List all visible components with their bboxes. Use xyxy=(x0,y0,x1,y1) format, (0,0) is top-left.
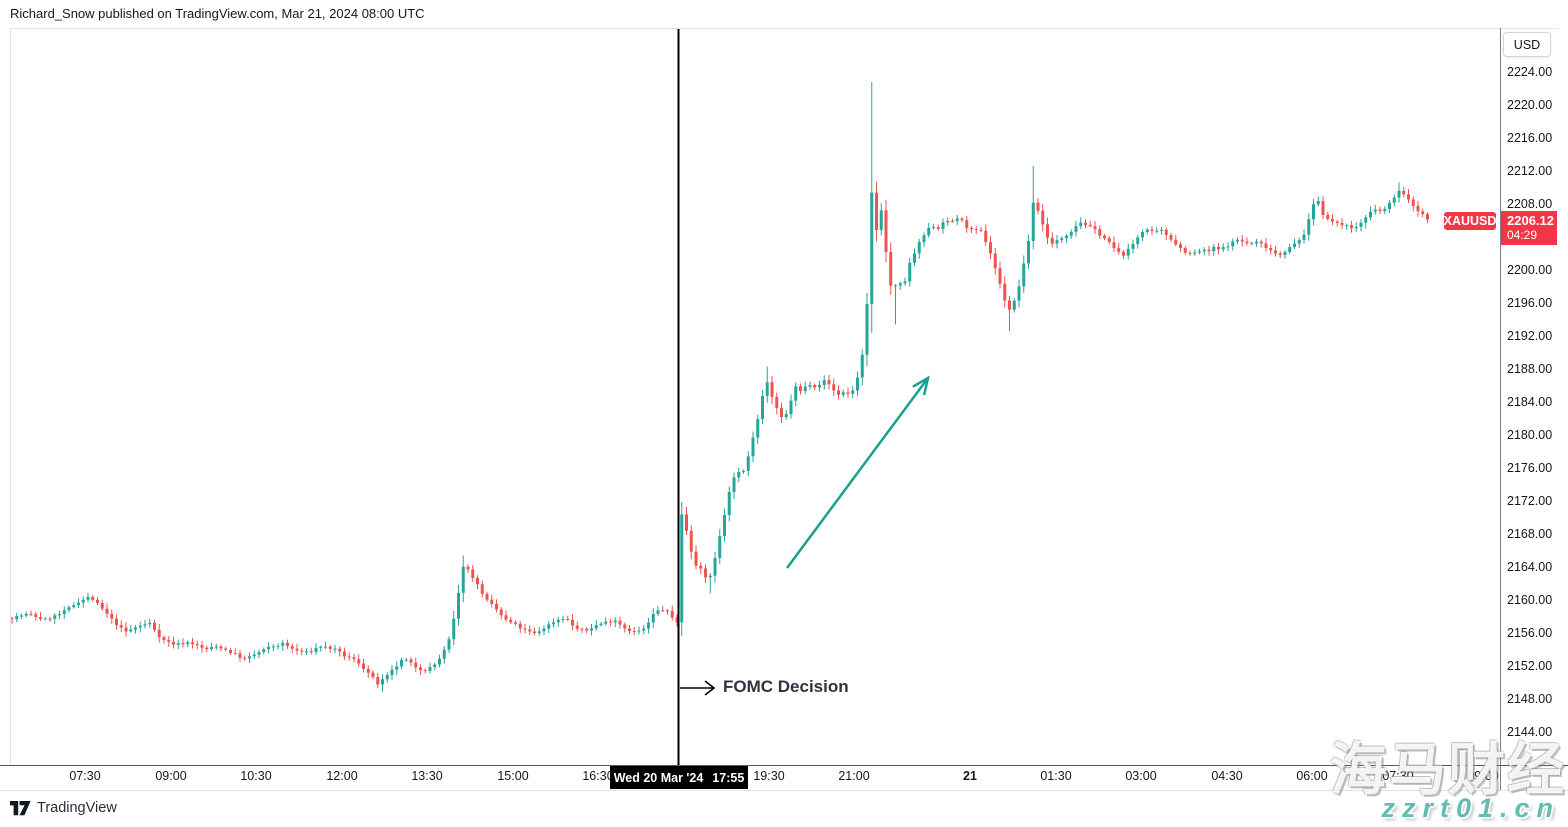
price-tick: 2216.00 xyxy=(1507,131,1553,145)
price-tick: 2196.00 xyxy=(1507,296,1553,310)
price-tick: 2220.00 xyxy=(1507,98,1553,112)
price-tick: 2148.00 xyxy=(1507,692,1553,706)
tradingview-logo-icon xyxy=(10,800,31,815)
trend-arrow-shaft[interactable] xyxy=(785,377,930,569)
time-tick: 03:00 xyxy=(1125,769,1157,783)
time-tick: 07:30 xyxy=(69,769,101,783)
price-tick: 2188.00 xyxy=(1507,362,1553,376)
price-tick: 2200.00 xyxy=(1507,263,1553,277)
time-tick: 19:30 xyxy=(753,769,785,783)
price-tick: 2192.00 xyxy=(1507,329,1553,343)
price-tick: 2164.00 xyxy=(1507,560,1553,574)
fomc-arrow-head xyxy=(704,680,716,696)
time-tick: 01:30 xyxy=(1040,769,1072,783)
tradingview-logo-text: TradingView xyxy=(37,800,117,816)
price-tick: 2168.00 xyxy=(1507,527,1553,541)
crosshair-date: Wed 20 Mar '24 xyxy=(613,770,704,785)
watermark-url: zzrt01.cn xyxy=(1381,793,1560,823)
crosshair-time: 17:55 xyxy=(712,770,745,785)
time-tick: 07:30 xyxy=(1382,769,1414,783)
tradingview-logo[interactable]: TradingView xyxy=(10,800,117,816)
time-tick: 12:00 xyxy=(326,769,358,783)
price-tick: 2156.00 xyxy=(1507,626,1553,640)
footer-separator xyxy=(0,790,1568,791)
price-tick: 2184.00 xyxy=(1507,395,1553,409)
time-tick: 21:00 xyxy=(838,769,870,783)
time-tick: 10:30 xyxy=(240,769,272,783)
time-tick: 16:30 xyxy=(582,769,614,783)
currency-toggle-button[interactable]: USD xyxy=(1503,32,1551,57)
price-tick: 2176.00 xyxy=(1507,461,1553,475)
price-tick: 2208.00 xyxy=(1507,197,1553,211)
time-tick: 15:00 xyxy=(497,769,529,783)
candlestick-chart[interactable] xyxy=(0,0,1568,790)
candlestick-series xyxy=(10,81,1429,692)
price-tick: 2224.00 xyxy=(1507,65,1553,79)
price-tick: 2160.00 xyxy=(1507,593,1553,607)
pane-border-left xyxy=(10,28,11,765)
time-tick: 09:00 xyxy=(155,769,187,783)
time-tick: 21 xyxy=(963,769,977,783)
trend-arrow-head xyxy=(912,375,930,396)
bar-countdown: 04:29 xyxy=(1507,228,1538,242)
time-tick: 13:30 xyxy=(411,769,443,783)
publish-byline: Richard_Snow published on TradingView.co… xyxy=(10,6,425,21)
time-tick: 04:30 xyxy=(1211,769,1243,783)
price-tick: 2152.00 xyxy=(1507,659,1553,673)
last-price-label: 2206.12 04:29 xyxy=(1501,211,1557,245)
pane-border-top xyxy=(10,28,1558,29)
last-price-value: 2206.12 xyxy=(1507,213,1554,228)
price-tick: 2172.00 xyxy=(1507,494,1553,508)
time-axis-border xyxy=(0,765,1568,766)
time-tick: 06:00 xyxy=(1296,769,1328,783)
time-tick: 09:00 xyxy=(1467,769,1499,783)
fomc-annotation-text[interactable]: FOMC Decision xyxy=(723,677,849,696)
crosshair-time-label: Wed 20 Mar '24 17:55 xyxy=(610,766,748,789)
price-tick: 2212.00 xyxy=(1507,164,1553,178)
symbol-badge: XAUUSD xyxy=(1443,212,1497,230)
price-tick: 2180.00 xyxy=(1507,428,1553,442)
price-axis-border xyxy=(1500,28,1501,790)
price-tick: 2144.00 xyxy=(1507,725,1553,739)
